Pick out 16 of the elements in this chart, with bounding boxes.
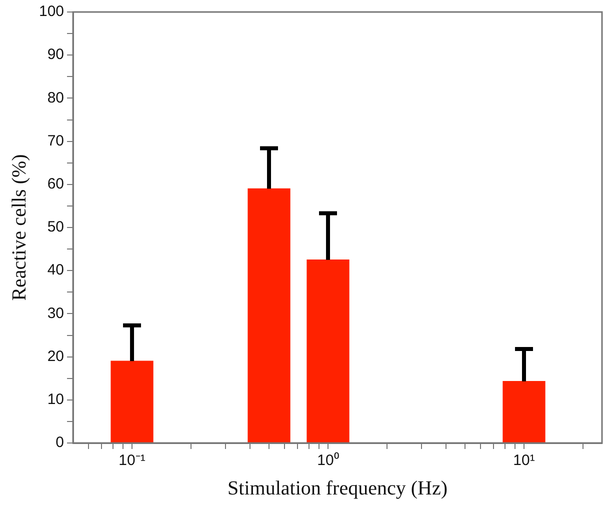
y-axis-title: Reactive cells (%) [8,154,30,301]
y-tick-label: 90 [47,46,64,64]
x-tick-label: 10⁻¹ [118,452,146,470]
y-tick-label: 40 [47,262,64,279]
y-tick-label: 60 [47,176,64,193]
x-tick-label: 10⁰ [317,452,339,470]
y-tick-label: 50 [47,218,64,236]
y-tick-label: 70 [47,132,64,150]
y-tick-label: 100 [38,3,64,20]
y-tick-label: 30 [47,304,64,322]
x-tick-label: 10¹ [513,452,535,470]
y-tick-label: 80 [47,89,64,106]
y-tick-label: 10 [47,391,64,408]
y-tick-label: 20 [47,348,64,365]
y-tick-label: 0 [56,434,64,452]
x-axis-title: Stimulation frequency (Hz) [228,477,448,500]
